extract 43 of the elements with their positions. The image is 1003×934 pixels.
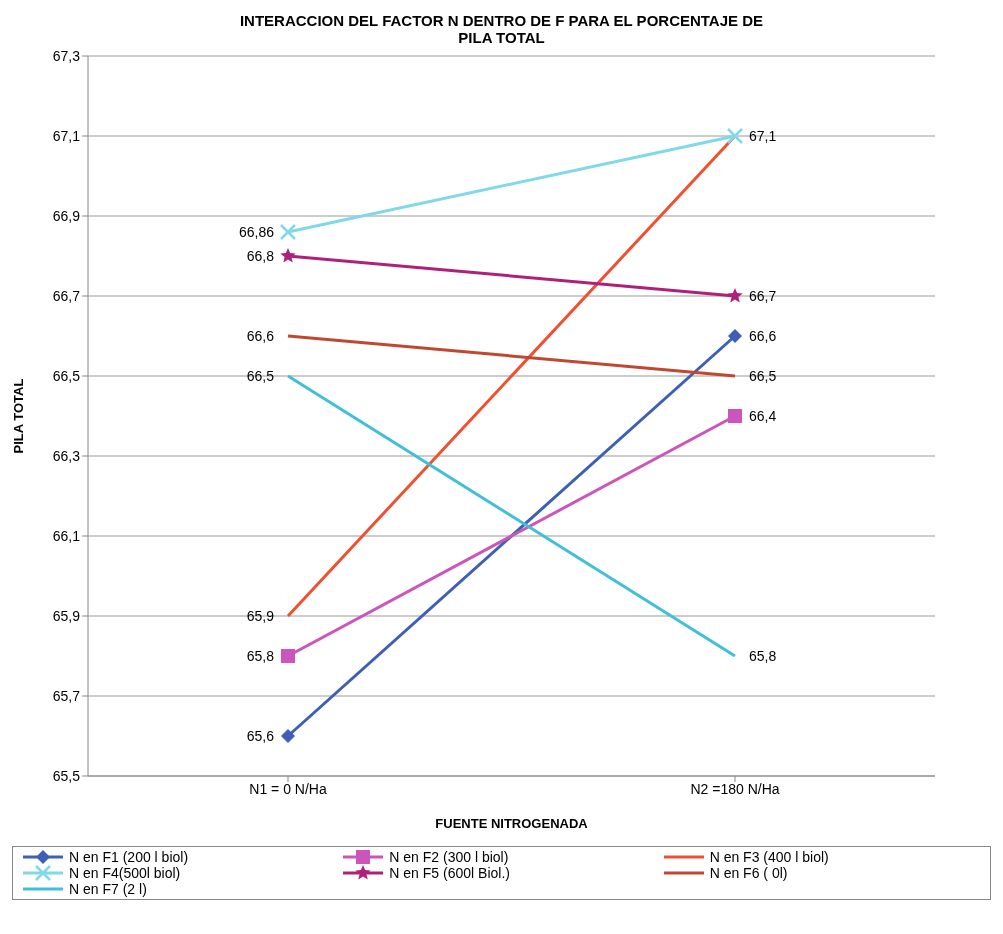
- y-tick-label: 66,9: [52, 207, 81, 224]
- legend-label: N en F2 (300 l biol): [389, 849, 509, 865]
- data-label: 66,6: [749, 328, 777, 344]
- point: [279, 223, 297, 241]
- y-tick-label: 66,7: [52, 287, 81, 304]
- data-label: 65,8: [246, 648, 275, 664]
- point: [728, 409, 742, 423]
- y-tick-label: 66,3: [52, 447, 81, 464]
- legend-label: N en F6 ( 0l): [709, 865, 788, 881]
- y-tick-label: 66,1: [52, 527, 81, 544]
- legend-label: N en F5 (600l Biol.): [389, 865, 510, 881]
- data-label: 66,8: [246, 248, 275, 264]
- x-tick-label: N1 = 0 N/Ha: [249, 780, 327, 797]
- chart-title: INTERACCION DEL FACTOR N DENTRO DE F PARA EL PORCENTAJE DE PILA TOTAL: [238, 11, 765, 46]
- x-tick-label: N2 =180 N/Ha: [690, 780, 780, 797]
- legend-label: N en F1 (200 l biol): [69, 849, 189, 865]
- y-tick-label: 65,9: [52, 607, 81, 624]
- y-tick-label: 66,5: [52, 367, 81, 384]
- data-label: 65,6: [246, 728, 275, 744]
- data-label: 66,4: [749, 408, 777, 424]
- point: [280, 248, 296, 263]
- point: [728, 329, 742, 343]
- legend-label: N en F4(500l biol): [69, 865, 181, 881]
- data-label: 65,8: [749, 648, 777, 664]
- data-label: 67,1: [749, 128, 777, 144]
- data-label: 65,9: [246, 608, 275, 624]
- legend-label: N en F3 (400 l biol): [709, 849, 829, 865]
- data-label: 66,86: [238, 224, 275, 240]
- y-tick-label: 65,7: [52, 687, 81, 704]
- y-tick-label: 67,3: [52, 47, 81, 64]
- y-tick-label: 65,5: [52, 767, 81, 784]
- data-label: 66,5: [749, 368, 777, 384]
- point: [281, 649, 295, 663]
- y-tick-label: 67,1: [52, 127, 81, 144]
- data-label: 66,7: [749, 288, 777, 304]
- point: [726, 127, 744, 145]
- y-axis-title: PILA TOTAL: [10, 378, 26, 454]
- point: [727, 288, 743, 303]
- point: [281, 729, 295, 743]
- data-label: 66,5: [246, 368, 275, 384]
- legend-label: N en F7 (2 l): [69, 881, 147, 897]
- x-axis-title: FUENTE NITROGENADA: [435, 816, 589, 831]
- data-label: 66,6: [246, 328, 275, 344]
